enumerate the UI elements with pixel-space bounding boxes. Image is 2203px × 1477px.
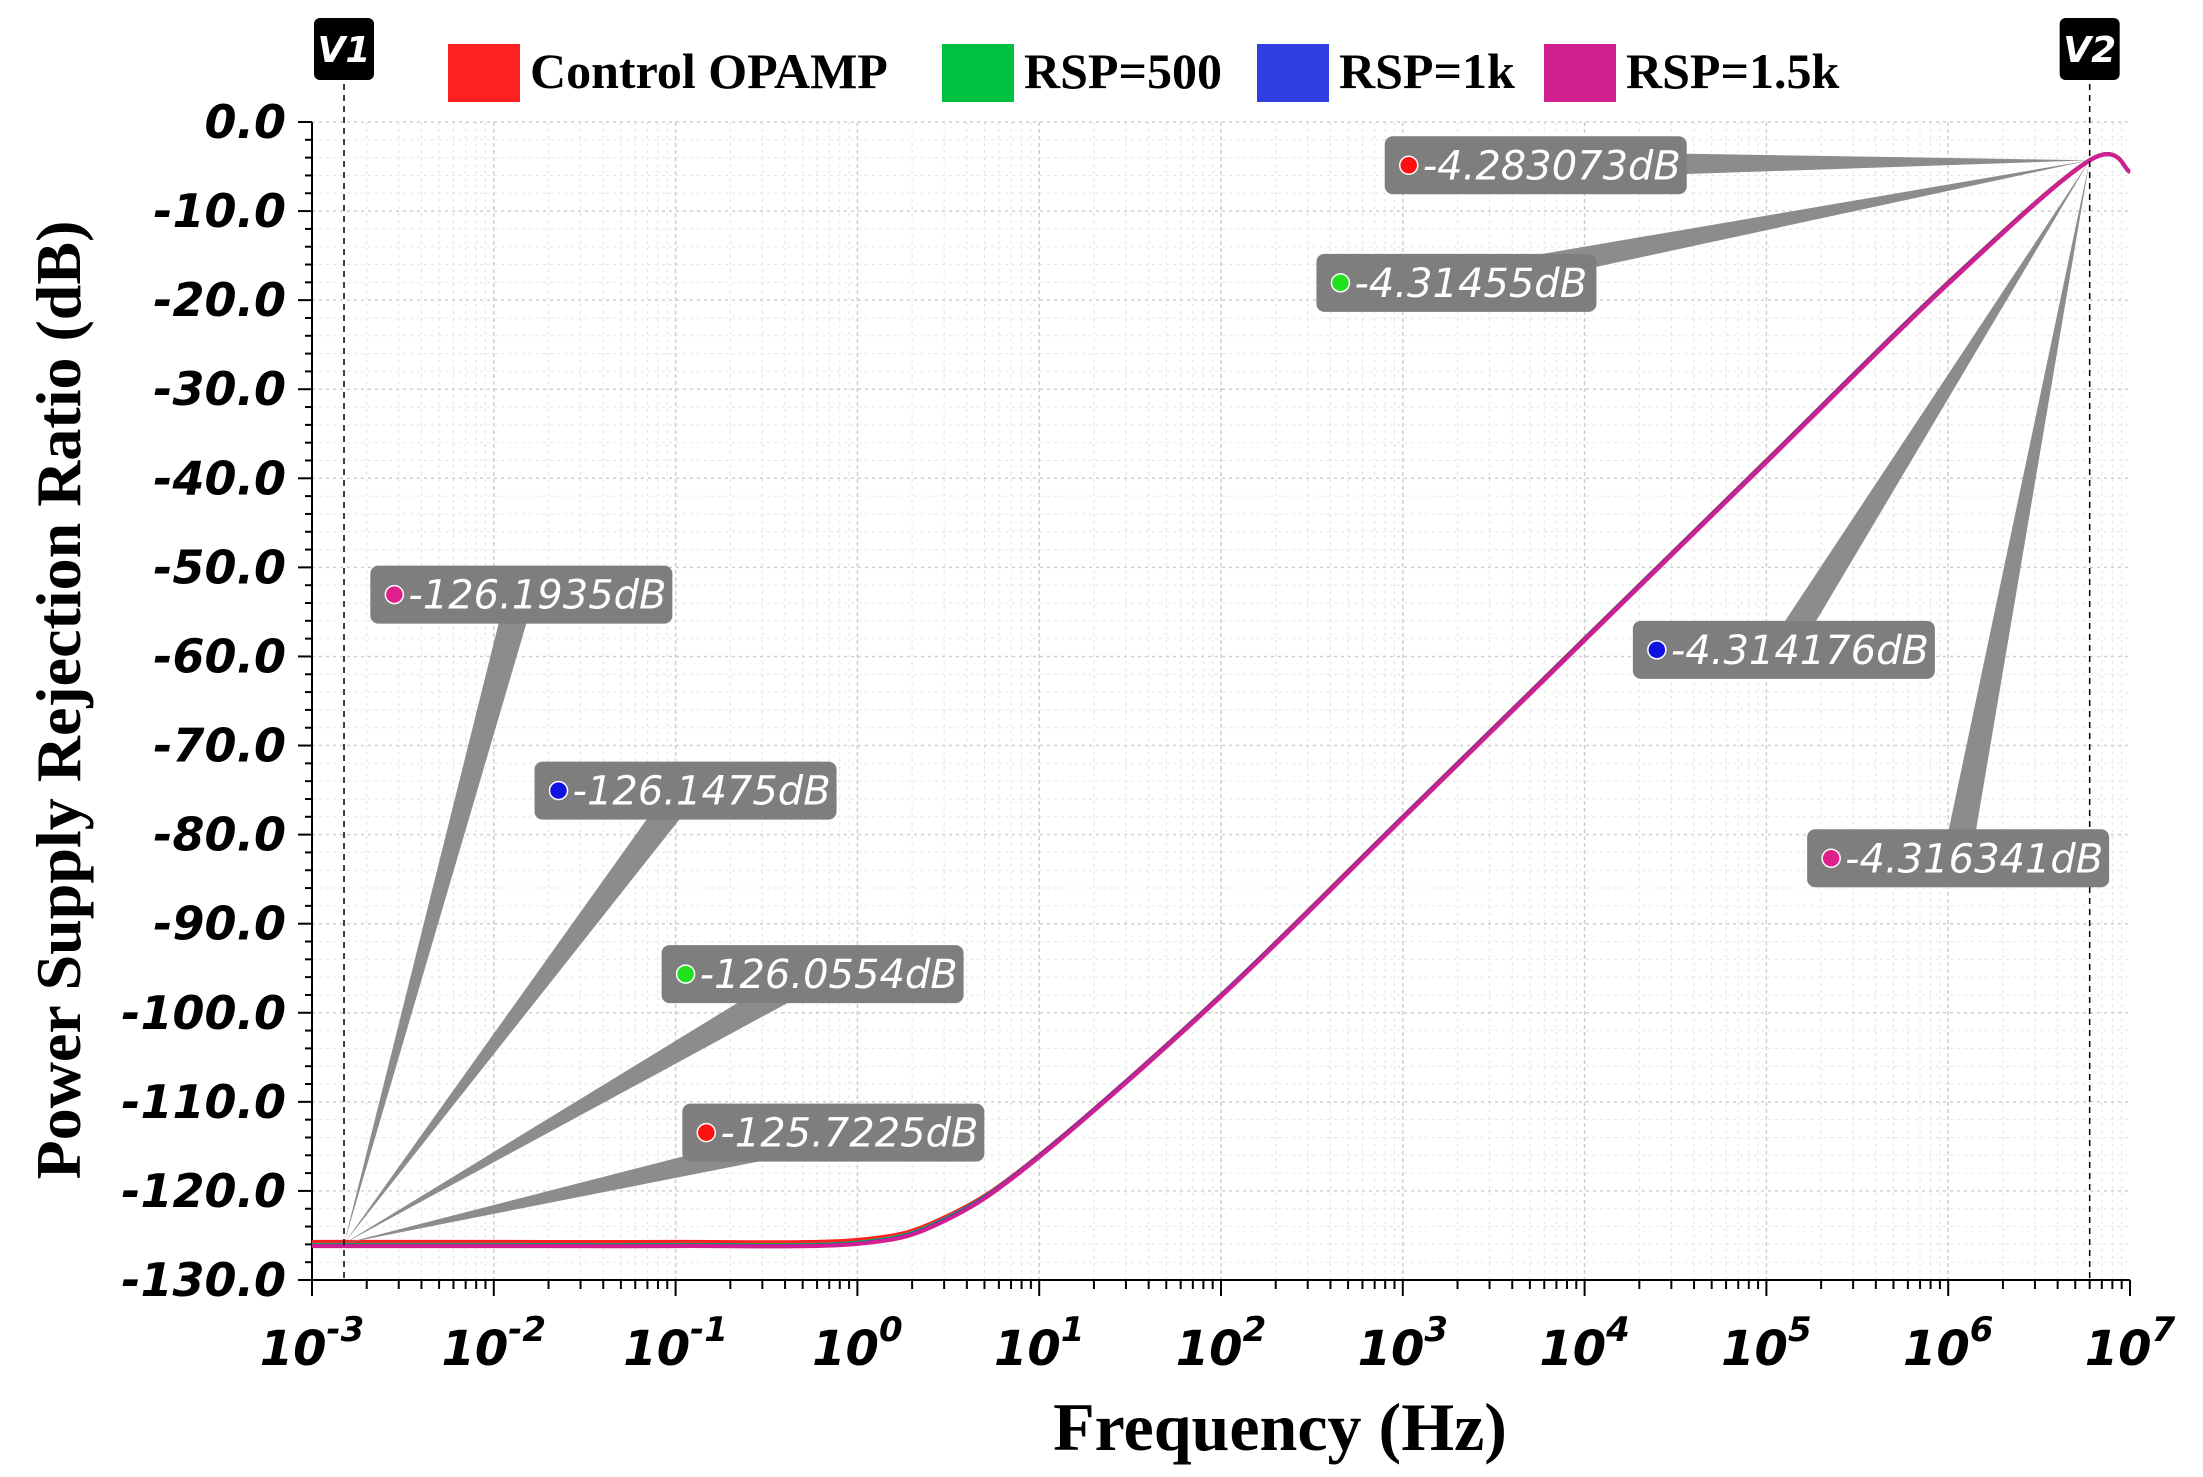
annotation-box xyxy=(1807,829,2110,888)
y-tick-label: -30.0 xyxy=(153,362,286,416)
annotation-label: -126.1935dB xyxy=(408,573,666,619)
x-tick-label: 103 xyxy=(1358,1310,1448,1377)
legend-swatch xyxy=(1544,44,1616,102)
legend-swatch xyxy=(448,44,520,102)
annotation-box xyxy=(682,1103,985,1162)
legend-swatch xyxy=(1257,44,1329,102)
x-tick-label: 104 xyxy=(1539,1310,1629,1377)
annotation-box xyxy=(1632,620,1935,679)
x-tick-label: 10-1 xyxy=(623,1310,728,1377)
y-tick-label: -60.0 xyxy=(153,629,286,683)
x-tick-label: 107 xyxy=(2085,1310,2176,1377)
annotation-marker-dot xyxy=(548,780,569,801)
annotation-pointer xyxy=(1770,160,2090,658)
y-tick-label: -90.0 xyxy=(153,897,286,951)
annotation-marker-dot xyxy=(1330,273,1351,293)
legend-entry-label: Control OPAMP xyxy=(530,43,888,99)
y-tick-labels: 0.0 -10.0 -20.0 -30.0 -40.0 -50.0 -60.0 -70.0 -8… xyxy=(121,95,286,1307)
x-axis-label: Frequency (Hz) xyxy=(1053,1389,1507,1465)
annotation-label: -4.283073dB xyxy=(1423,143,1681,189)
annotations: -4.283073dB -4.31455dB -4.314176dB -4.31634… xyxy=(344,136,2110,1244)
annotation-marker-dot xyxy=(1821,848,1841,869)
cursor-marker[interactable] xyxy=(314,18,375,80)
series-lines xyxy=(312,151,2132,1249)
annotation-pointer xyxy=(344,961,819,1244)
y-axis-label: Power Supply Rejection Ratio (dB) xyxy=(23,221,94,1180)
cursor-label: V1 xyxy=(318,30,371,71)
annotation-pointer xyxy=(1943,160,2090,861)
annotation-marker-dot xyxy=(384,584,405,605)
x-tick-label: 101 xyxy=(994,1310,1084,1377)
annotation-label: -4.316341dB xyxy=(1845,836,2103,882)
annotation-pointer xyxy=(1453,160,2090,297)
x-tick-label: 106 xyxy=(1903,1310,1993,1377)
legend-entry-label: RSP=500 xyxy=(1024,43,1222,99)
annotation-label: -125.7225dB xyxy=(720,1111,978,1157)
y-tick-label: -120.0 xyxy=(121,1164,286,1218)
x-tick-label: 100 xyxy=(812,1310,902,1377)
axes xyxy=(298,121,2131,1296)
legend: Control OPAMP RSP=500 RSP=1k RSP=1.5k xyxy=(448,43,1839,102)
x-tick-label: 10-2 xyxy=(442,1310,547,1377)
annotation-marker-dot xyxy=(675,964,696,984)
annotation-pointer xyxy=(344,590,534,1244)
legend-entry-label: RSP=1k xyxy=(1339,43,1515,99)
annotation-label: -126.1475dB xyxy=(573,769,831,815)
cursor-marker[interactable] xyxy=(2059,18,2120,80)
annotation-pointer xyxy=(344,782,696,1244)
y-tick-label: -10.0 xyxy=(153,184,286,238)
series-line-rsp-1-5k xyxy=(312,152,2132,1249)
y-tick-label: -50.0 xyxy=(153,540,286,594)
y-tick-label: -100.0 xyxy=(121,986,286,1040)
annotation-marker-dot xyxy=(1647,640,1667,660)
y-tick-label: -70.0 xyxy=(153,719,286,773)
legend-entry-label: RSP=1.5k xyxy=(1626,43,1839,99)
annotation-box xyxy=(1384,136,1687,195)
x-tick-label: 105 xyxy=(1721,1310,1811,1377)
x-tick-label: 10-3 xyxy=(260,1310,365,1377)
y-tick-label: -80.0 xyxy=(153,808,286,862)
annotation-box xyxy=(1316,253,1597,312)
annotation-marker-dot xyxy=(1399,155,1419,176)
annotation-box xyxy=(370,565,673,624)
annotation-label: -4.31455dB xyxy=(1354,261,1587,307)
y-tick-label: -110.0 xyxy=(121,1075,286,1129)
annotation-box xyxy=(534,761,837,820)
annotation-label: -4.314176dB xyxy=(1671,628,1929,674)
annotation-marker-dot xyxy=(696,1122,717,1143)
cursors[interactable]: V1 V2 xyxy=(314,18,2120,1280)
legend-swatch xyxy=(942,44,1014,102)
x-tick-label: 102 xyxy=(1176,1310,1266,1377)
y-tick-label: -20.0 xyxy=(153,273,286,327)
y-tick-label: 0.0 xyxy=(205,95,287,149)
annotation-label: -126.0554dB xyxy=(700,952,958,998)
y-tick-label: -130.0 xyxy=(121,1253,286,1307)
y-tick-label: -40.0 xyxy=(153,451,286,505)
x-tick-labels: 10-3 10-2 10-1 100 101 102 103 104 105 106 107 xyxy=(260,1310,2176,1377)
annotation-box xyxy=(661,945,964,1004)
cursor-label: V2 xyxy=(2063,30,2116,71)
